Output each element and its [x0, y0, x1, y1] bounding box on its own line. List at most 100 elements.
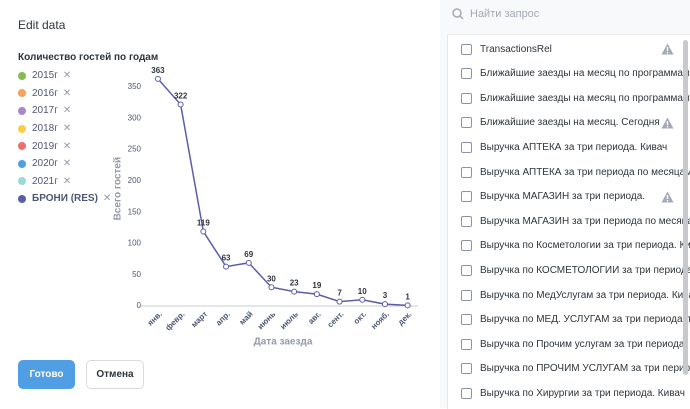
y-tick-label: 100 [128, 239, 142, 248]
data-label: 30 [267, 274, 276, 283]
data-label: 7 [337, 289, 342, 298]
point [291, 288, 298, 295]
data-label: 63 [222, 254, 231, 263]
edit-panel: 0 50 100 150 200 250 300 350 Всего гостей Дата за… [18, 18, 418, 389]
x-tick-label: март [189, 309, 209, 329]
x-tick-label: май [238, 309, 255, 326]
query-label: Выручка АПТЕКА за три периода. Кивач [480, 141, 668, 153]
cancel-button[interactable]: Отмена [86, 360, 144, 389]
query-label: Выручка по ПРОЧИМ УСЛУГАМ за три периода [480, 363, 690, 375]
y-tick-label: 50 [132, 270, 141, 279]
x-axis-title: Дата заезда [254, 337, 313, 348]
checkbox[interactable] [461, 264, 472, 276]
legend-label: 2019г [32, 140, 58, 152]
legend-swatch [18, 159, 26, 168]
query-label: Выручка по Прочим услугам за три периода… [480, 338, 690, 350]
legend-swatch [18, 89, 26, 98]
query-panel: Найти запрос TransactionsRel Ближайшие за… [440, 0, 690, 409]
checkbox[interactable] [461, 363, 472, 375]
legend-title: Количество гостей по годам [18, 52, 159, 63]
query-item[interactable]: Выручка по МЕД. УСЛУГАМ за три периода п… [461, 311, 690, 329]
query-item[interactable]: Выручка по КОСМЕТОЛОГИИ за три периода п [461, 261, 690, 279]
legend-remove[interactable]: ✕ [62, 158, 72, 170]
point [336, 298, 343, 305]
checkbox[interactable] [461, 387, 472, 399]
legend-item[interactable]: 2016г ✕ [18, 85, 111, 103]
query-item[interactable]: Ближайшие заезды на месяц по программам … [461, 89, 690, 107]
y-tick-label: 0 [137, 301, 142, 310]
legend-remove[interactable]: ✕ [102, 193, 112, 205]
query-label: Выручка АПТЕКА за три периода по месяцам… [480, 166, 690, 178]
point [154, 75, 161, 82]
legend-label: БРОНИ (RES) [32, 193, 98, 205]
query-label: Выручка МАГАЗИН за три периода по месяца… [480, 215, 690, 227]
panel-title: Edit data [18, 18, 66, 32]
point [313, 291, 320, 298]
warning-bar [666, 120, 669, 125]
legend-item[interactable]: 2019г ✕ [18, 137, 111, 155]
legend-label: 2015г [32, 70, 58, 82]
query-item[interactable]: Выручка по ПРОЧИМ УСЛУГАМ за три периода [461, 360, 690, 378]
legend-remove[interactable]: ✕ [62, 140, 72, 152]
scrollbar[interactable] [683, 40, 688, 375]
query-item[interactable]: Ближайшие заезды на месяц. Сегодня [461, 114, 690, 132]
checkbox[interactable] [461, 92, 472, 104]
legend-item[interactable]: 2018г ✕ [18, 120, 111, 138]
query-item[interactable]: Выручка по Хирургии за три периода. Кива… [461, 384, 690, 402]
search-box[interactable]: Найти запрос [452, 8, 539, 20]
checkbox[interactable] [461, 117, 472, 129]
checkbox[interactable] [461, 191, 472, 203]
query-item[interactable]: Выручка АПТЕКА за три периода по месяцам… [461, 163, 690, 181]
data-label: 69 [244, 250, 253, 259]
checkbox[interactable] [461, 166, 472, 178]
query-item[interactable]: Ближайшие заезды на месяц по программам.… [461, 65, 690, 83]
query-item[interactable]: Выручка по МедУслугам за три периода. Ки… [461, 286, 690, 304]
checkbox[interactable] [461, 141, 472, 153]
legend-item[interactable]: 2020г ✕ [18, 155, 111, 173]
legend-remove[interactable]: ✕ [62, 123, 72, 135]
point [404, 302, 411, 309]
query-item[interactable]: Выручка по Косметологии за три периода. … [461, 237, 690, 255]
data-label: 10 [358, 287, 367, 296]
checkbox[interactable] [461, 43, 472, 55]
query-item[interactable]: TransactionsRel [461, 40, 690, 58]
done-button[interactable]: Готово [18, 360, 75, 389]
query-list: TransactionsRel Ближайшие заезды на месяц… [447, 34, 690, 409]
checkbox[interactable] [461, 338, 472, 350]
point [359, 296, 366, 303]
checkbox[interactable] [461, 215, 472, 227]
search-icon [452, 8, 464, 20]
query-item[interactable]: Выручка по Прочим услугам за три периода… [461, 335, 690, 353]
legend-remove[interactable]: ✕ [62, 70, 72, 82]
checkbox[interactable] [461, 289, 472, 301]
x-tick-label: февр. [164, 310, 187, 333]
data-label: 363 [151, 66, 165, 75]
y-tick-label: 200 [128, 176, 142, 185]
legend-item[interactable]: 2021г ✕ [18, 173, 111, 191]
point [223, 263, 230, 270]
point [177, 101, 184, 108]
x-tick-label: июль [278, 309, 300, 331]
line [157, 78, 408, 307]
legend-item[interactable]: 2015г ✕ [18, 67, 111, 85]
checkbox[interactable] [461, 68, 472, 80]
legend-label: 2018г [32, 123, 58, 135]
warning-icon [661, 43, 674, 55]
legend: 2015г ✕ 2016г ✕ 2017г ✕ 2018г ✕ 2019г ✕ 2020г ✕ 2021… [18, 67, 111, 208]
legend-item[interactable]: 2017г ✕ [18, 102, 111, 120]
legend-label: 2016г [32, 87, 58, 99]
checkbox[interactable] [461, 240, 472, 252]
query-label: Выручка по Косметологии за три периода. … [480, 240, 690, 252]
query-label: Выручка по Хирургии за три периода. Кива… [480, 387, 685, 399]
warning-bar [666, 47, 669, 51]
query-label: Ближайшие заезды на месяц. Сегодня [480, 117, 660, 129]
legend-remove[interactable]: ✕ [62, 175, 72, 187]
query-item[interactable]: Выручка МАГАЗИН за три периода по месяца… [461, 212, 690, 230]
query-item[interactable]: Выручка АПТЕКА за три периода. Кивач [461, 138, 690, 156]
legend-item[interactable]: БРОНИ (RES) ✕ [18, 190, 111, 208]
legend-remove[interactable]: ✕ [62, 105, 72, 117]
legend-remove[interactable]: ✕ [62, 87, 72, 99]
query-item[interactable]: Выручка МАГАЗИН за три периода. [461, 188, 690, 206]
query-label: Ближайшие заезды на месяц по программам.… [480, 68, 690, 80]
checkbox[interactable] [461, 314, 472, 326]
